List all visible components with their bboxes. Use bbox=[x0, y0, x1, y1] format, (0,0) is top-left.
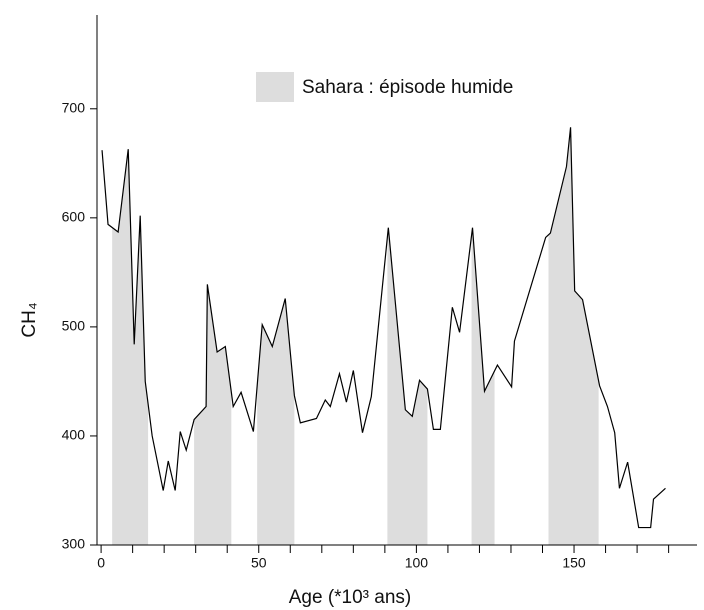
x-tick-label: 150 bbox=[562, 555, 586, 571]
legend-swatch bbox=[256, 72, 294, 102]
x-tick-label: 50 bbox=[251, 555, 267, 571]
y-tick-label: 600 bbox=[62, 209, 86, 225]
ch4-line bbox=[101, 127, 666, 529]
y-tick-label: 700 bbox=[62, 99, 86, 115]
humid-band bbox=[548, 127, 599, 545]
y-tick-label: 400 bbox=[62, 427, 86, 443]
humid-band bbox=[194, 284, 232, 545]
x-tick-label: 0 bbox=[97, 555, 105, 571]
humid-band bbox=[471, 227, 495, 545]
humid-band bbox=[257, 298, 295, 545]
y-tick-label: 300 bbox=[62, 536, 86, 552]
x-axis-label: Age (*10³ ans) bbox=[289, 587, 412, 608]
x-tick-label: 100 bbox=[405, 555, 429, 571]
y-tick-label: 500 bbox=[62, 318, 86, 334]
y-axis-label: CH₄ bbox=[19, 302, 40, 337]
legend-label: Sahara : épisode humide bbox=[302, 77, 513, 98]
humid-band bbox=[387, 227, 428, 545]
